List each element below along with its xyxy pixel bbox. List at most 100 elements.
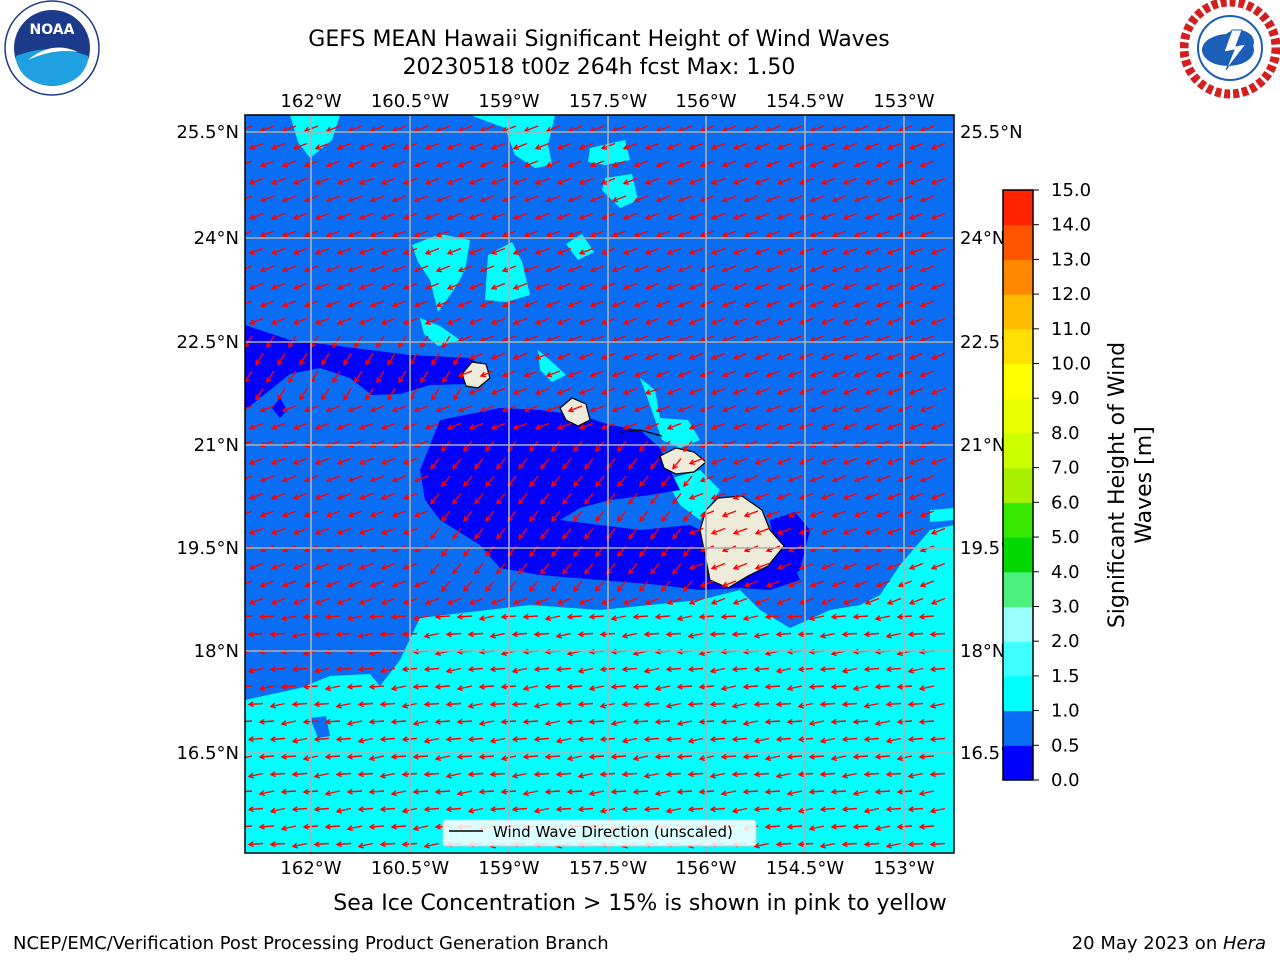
- wave-direction-arrow: [534, 142, 550, 150]
- wave-direction-arrow: [775, 772, 792, 779]
- wave-direction-arrow: [540, 563, 550, 575]
- wave-direction-arrow: [688, 492, 704, 500]
- wave-direction-arrow: [908, 247, 924, 255]
- wave-direction-arrow: [446, 247, 462, 255]
- wave-direction-arrow: [335, 771, 352, 778]
- wave-direction-arrow: [841, 806, 858, 813]
- map-subtitle: 20230518 t00z 264h fcst Max: 1.50: [402, 55, 796, 80]
- wave-direction-arrow: [709, 736, 726, 743]
- wave-direction-arrow: [445, 667, 462, 674]
- wave-direction-arrow: [281, 405, 297, 413]
- wave-direction-arrow: [479, 265, 495, 273]
- wave-direction-arrow: [628, 493, 638, 505]
- wave-direction-arrow: [534, 247, 550, 255]
- wave-direction-arrow: [765, 160, 781, 168]
- wave-direction-arrow: [765, 230, 781, 238]
- wave-direction-arrow: [621, 701, 638, 708]
- wave-direction-arrow: [886, 457, 902, 465]
- wave-direction-arrow: [313, 667, 330, 674]
- wave-direction-arrow: [676, 720, 693, 727]
- wave-direction-arrow: [314, 282, 330, 290]
- wave-direction-arrow: [258, 613, 275, 620]
- wave-direction-arrow: [622, 282, 638, 290]
- wave-direction-arrow: [765, 265, 781, 273]
- wave-direction-arrow: [292, 492, 308, 500]
- wave-direction-arrow: [435, 405, 451, 413]
- wave-direction-arrow: [699, 580, 715, 588]
- wave-direction-arrow: [489, 701, 506, 708]
- wave-direction-arrow: [842, 492, 858, 500]
- wave-direction-arrow: [698, 718, 715, 725]
- wave-direction-arrow: [732, 212, 748, 220]
- wave-direction-arrow: [325, 580, 341, 588]
- wave-direction-arrow: [622, 212, 638, 220]
- lon-tick-label-bottom: 162°W: [280, 858, 341, 879]
- wave-field-cyan-north-12: [930, 508, 954, 522]
- wave-direction-arrow: [918, 753, 935, 760]
- wave-direction-arrow: [485, 440, 495, 453]
- wave-direction-arrow: [562, 528, 572, 540]
- wave-direction-arrow: [496, 458, 506, 470]
- wave-direction-arrow: [281, 160, 297, 168]
- wave-direction-arrow: [413, 160, 429, 168]
- wave-field-cyan-north-4: [602, 174, 638, 208]
- colorbar-segment: [1003, 190, 1033, 226]
- lat-tick-label-right: 25.5°N: [960, 122, 1023, 143]
- wave-direction-arrow: [930, 422, 946, 430]
- wave-direction-arrow: [434, 788, 451, 795]
- wave-direction-arrow: [430, 528, 440, 540]
- wave-field-cyan-south: [245, 525, 954, 853]
- wave-direction-arrow: [875, 230, 891, 238]
- wave-direction-arrow: [467, 702, 484, 709]
- wave-field-cyan-north-3: [588, 140, 630, 165]
- wave-direction-arrow: [698, 613, 715, 620]
- wave-direction-arrow: [292, 562, 308, 570]
- wave-direction-arrow: [485, 510, 495, 523]
- wave-direction-arrow: [245, 790, 253, 793]
- wave-direction-arrow: [270, 562, 286, 570]
- wave-direction-arrow: [584, 563, 594, 575]
- wave-direction-arrow: [919, 580, 935, 588]
- wave-direction-arrow: [269, 736, 286, 743]
- wave-direction-arrow: [551, 510, 561, 523]
- wave-direction-arrow: [742, 683, 759, 690]
- wave-direction-arrow: [566, 718, 583, 725]
- wave-direction-arrow: [479, 370, 495, 378]
- wave-direction-arrow: [610, 753, 627, 760]
- wave-direction-arrow: [358, 177, 374, 185]
- wave-direction-arrow: [534, 282, 550, 290]
- wave-direction-arrow: [908, 212, 924, 220]
- wave-direction-arrow: [390, 823, 407, 830]
- wave-direction-arrow: [489, 737, 506, 744]
- wave-direction-arrow: [611, 230, 627, 238]
- lat-lon-grid: [245, 115, 954, 853]
- nws-logo: [1179, 0, 1280, 104]
- wave-direction-arrow: [478, 788, 495, 795]
- wave-direction-arrow: [754, 352, 770, 360]
- wave-direction-arrow: [534, 597, 550, 605]
- wave-direction-arrow: [798, 352, 814, 360]
- wave-direction-arrow: [863, 771, 880, 778]
- wave-direction-arrow: [853, 265, 869, 273]
- wave-direction-arrow: [292, 282, 308, 290]
- wave-direction-arrow: [753, 666, 770, 673]
- wave-direction-arrow: [853, 510, 869, 518]
- wave-direction-arrow: [753, 842, 770, 849]
- wave-direction-arrow: [809, 405, 825, 413]
- wave-direction-arrow: [643, 806, 660, 813]
- wave-direction-arrow: [699, 195, 715, 203]
- wave-direction-arrow: [313, 701, 330, 708]
- wave-direction-arrow: [518, 528, 528, 540]
- wave-direction-arrow: [842, 317, 858, 325]
- wave-direction-arrow: [441, 580, 451, 593]
- wave-direction-arrow: [324, 613, 341, 620]
- wave-direction-arrow: [336, 142, 352, 150]
- wave-direction-arrow: [512, 597, 528, 605]
- wave-direction-arrow: [380, 562, 396, 570]
- wave-direction-arrow: [441, 440, 451, 453]
- wave-direction-arrow: [589, 265, 605, 273]
- wave-direction-arrow: [687, 666, 704, 673]
- wave-direction-arrow: [346, 825, 363, 832]
- wave-direction-arrow: [841, 841, 858, 848]
- wave-direction-arrow: [247, 631, 264, 638]
